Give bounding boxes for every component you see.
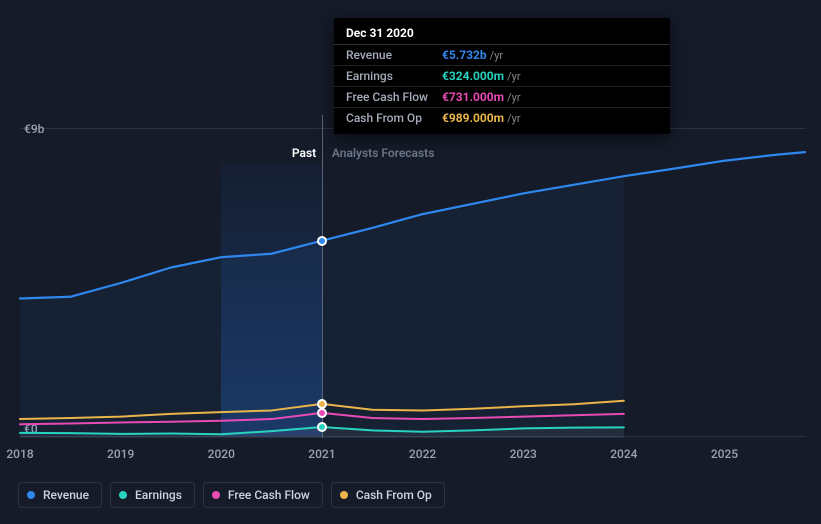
x-axis-label: 2025 <box>711 447 738 461</box>
legend-dot-icon <box>119 491 127 499</box>
line-plot[interactable] <box>20 128 805 438</box>
marker-cfo <box>317 399 327 409</box>
x-axis-label: 2022 <box>409 447 436 461</box>
legend-item-earnings[interactable]: Earnings <box>110 482 195 508</box>
tooltip-row: Revenue€5.732b/yr <box>334 45 670 66</box>
x-axis-label: 2024 <box>610 447 637 461</box>
x-axis-label: 2019 <box>107 447 134 461</box>
tooltip-unit: /yr <box>507 112 520 125</box>
marker-revenue <box>317 236 327 246</box>
legend-item-fcf[interactable]: Free Cash Flow <box>203 482 323 508</box>
tooltip-label: Free Cash Flow <box>346 90 442 104</box>
legend-label: Earnings <box>135 488 182 502</box>
legend-label: Free Cash Flow <box>228 488 310 502</box>
marker-fcf <box>317 408 327 418</box>
tooltip-row: Earnings€324.000m/yr <box>334 66 670 87</box>
legend-item-cfo[interactable]: Cash From Op <box>331 482 445 508</box>
legend-dot-icon <box>340 491 348 499</box>
legend-label: Cash From Op <box>356 488 432 502</box>
series-line-revenue <box>20 152 805 298</box>
legend-label: Revenue <box>43 488 89 502</box>
tooltip-label: Cash From Op <box>346 111 442 125</box>
tooltip-unit: /yr <box>507 70 520 83</box>
tooltip-label: Earnings <box>346 69 442 83</box>
x-axis-label: 2023 <box>510 447 537 461</box>
tooltip-date: Dec 31 2020 <box>334 24 670 45</box>
tooltip-value: €5.732b <box>442 48 487 62</box>
x-axis-label: 2020 <box>208 447 235 461</box>
legend: Revenue Earnings Free Cash Flow Cash From O… <box>18 482 445 508</box>
tooltip-row: Free Cash Flow€731.000m/yr <box>334 87 670 108</box>
marker-earnings <box>317 422 327 432</box>
tooltip-row: Cash From Op€989.000m/yr <box>334 108 670 128</box>
tooltip: Dec 31 2020 Revenue€5.732b/yrEarnings€32… <box>334 18 670 134</box>
tooltip-label: Revenue <box>346 48 442 62</box>
tooltip-value: €989.000m <box>442 111 504 125</box>
legend-dot-icon <box>27 491 35 499</box>
x-axis-label: 2021 <box>308 447 335 461</box>
x-axis-label: 2018 <box>6 447 33 461</box>
legend-dot-icon <box>212 491 220 499</box>
tooltip-value: €324.000m <box>442 69 504 83</box>
legend-item-revenue[interactable]: Revenue <box>18 482 102 508</box>
tooltip-value: €731.000m <box>442 90 504 104</box>
tooltip-unit: /yr <box>490 49 503 62</box>
tooltip-unit: /yr <box>507 91 520 104</box>
